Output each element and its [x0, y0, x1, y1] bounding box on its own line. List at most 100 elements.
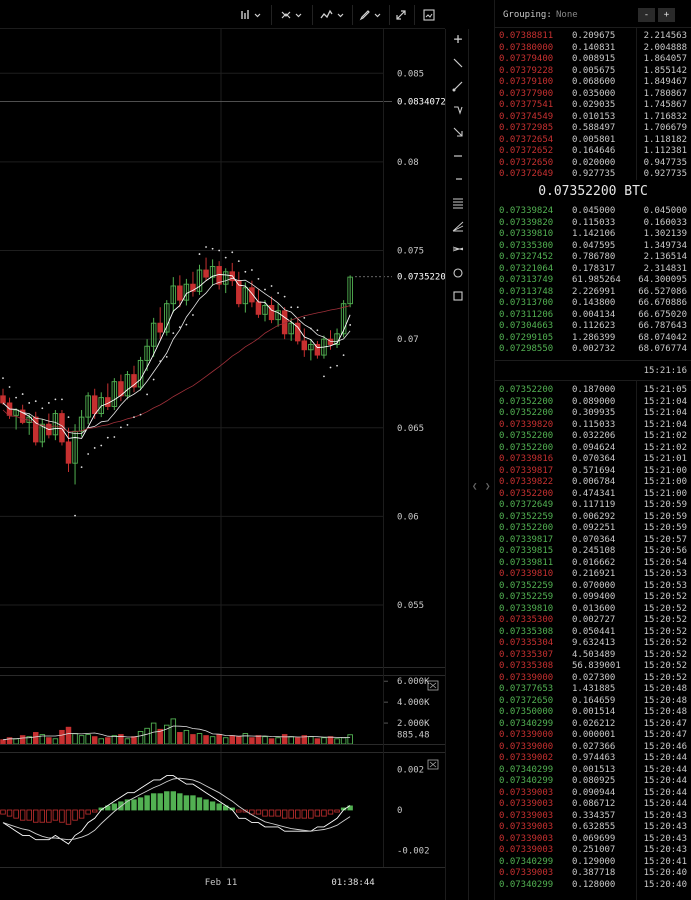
collapse-left-icon[interactable]: ❮ — [472, 482, 478, 492]
ask-row[interactable]: 0.07374549 0.010153 1.716832 — [495, 112, 691, 124]
bid-row[interactable]: 0.07313700 0.143800 66.670886 — [495, 298, 691, 310]
collapse-right-icon[interactable]: ❯ — [485, 482, 491, 492]
volume-close-icon[interactable] — [427, 680, 439, 691]
ray-tool[interactable] — [446, 76, 470, 96]
ask-row[interactable]: 0.07372654 0.005801 1.118182 — [495, 135, 691, 147]
trade-row[interactable]: 0.07335308 0.050441 15:20:52 — [495, 627, 691, 639]
hline-tool[interactable] — [446, 146, 470, 166]
grouping-decrease-button[interactable]: - — [638, 8, 655, 22]
trade-row[interactable]: 0.07340299 0.080925 15:20:44 — [495, 776, 691, 788]
screenshot-button[interactable] — [421, 5, 437, 25]
bid-row[interactable]: 0.07327452 0.786780 2.136514 — [495, 252, 691, 264]
grouping-value[interactable]: None — [556, 10, 578, 20]
trade-row[interactable]: 0.07372650 0.164659 15:20:48 — [495, 696, 691, 708]
circle-tool[interactable] — [446, 263, 470, 283]
trade-row[interactable]: 0.07339811 0.016662 15:20:54 — [495, 558, 691, 570]
fib-tool[interactable] — [446, 193, 470, 213]
bid-row[interactable]: 0.07339820 0.115033 0.160033 — [495, 218, 691, 230]
trade-row[interactable]: 0.07352259 0.006292 15:20:59 — [495, 512, 691, 524]
trade-row[interactable]: 0.07335300 0.002727 15:20:52 — [495, 615, 691, 627]
trade-row[interactable]: 0.07339003 0.387718 15:20:40 — [495, 868, 691, 880]
trade-row[interactable]: 0.07339817 0.070364 15:20:57 — [495, 535, 691, 547]
macd-histogram-bar — [268, 809, 275, 817]
grouping-increase-button[interactable]: + — [658, 8, 675, 22]
trade-row[interactable]: 0.07372649 0.117119 15:20:59 — [495, 500, 691, 512]
ask-row[interactable]: 0.07372649 0.927735 0.927735 — [495, 169, 691, 181]
ask-row[interactable]: 0.07379100 0.068600 1.849467 — [495, 77, 691, 89]
trade-row[interactable]: 0.07339820 0.115033 15:21:04 — [495, 420, 691, 432]
trade-row[interactable]: 0.07340299 0.026212 15:20:47 — [495, 719, 691, 731]
trade-row[interactable]: 0.07340299 0.129000 15:20:41 — [495, 857, 691, 869]
ask-row[interactable]: 0.07388811 0.209675 2.214563 — [495, 31, 691, 43]
ask-row[interactable]: 0.07372650 0.020000 0.947735 — [495, 158, 691, 170]
trade-row[interactable]: 0.07339822 0.006784 15:21:00 — [495, 477, 691, 489]
trade-row[interactable]: 0.07339816 0.070364 15:21:01 — [495, 454, 691, 466]
trade-row[interactable]: 0.07339003 0.069699 15:20:43 — [495, 834, 691, 846]
price-chart[interactable]: 0.085 0.08 0.075 0.07 0.065 0.06 0.055 0.083407… — [0, 29, 445, 900]
bid-row[interactable]: 0.07335300 0.047595 1.349734 — [495, 241, 691, 253]
ask-row[interactable]: 0.07372652 0.164646 1.112381 — [495, 146, 691, 158]
bid-row[interactable]: 0.07339824 0.045000 0.045000 — [495, 206, 691, 218]
trade-row[interactable]: 0.07339810 0.013600 15:20:52 — [495, 604, 691, 616]
bid-row[interactable]: 0.07313749 61.985264 64.300095 — [495, 275, 691, 287]
trade-row[interactable]: 0.07339810 0.216921 15:20:53 — [495, 569, 691, 581]
trade-row[interactable]: 0.07352259 0.070000 15:20:53 — [495, 581, 691, 593]
pitchfork-tool[interactable] — [446, 239, 470, 259]
bid-row[interactable]: 0.07313748 2.226991 66.527086 — [495, 287, 691, 299]
bid-row-price: 0.07313748 — [499, 286, 554, 297]
trade-row[interactable]: 0.07352200 0.309935 15:21:04 — [495, 408, 691, 420]
indicators-button[interactable] — [317, 5, 349, 25]
crosshair-button[interactable] — [277, 5, 307, 25]
trade-row[interactable]: 0.07335308 56.839001 15:20:52 — [495, 661, 691, 673]
trade-row[interactable]: 0.07377653 1.431885 15:20:48 — [495, 684, 691, 696]
trade-row[interactable]: 0.07340299 0.001513 15:20:44 — [495, 765, 691, 777]
bid-row[interactable]: 0.07304663 0.112623 66.787643 — [495, 321, 691, 333]
trade-row[interactable]: 0.07352200 0.474341 15:21:00 — [495, 489, 691, 501]
ask-row[interactable]: 0.07380000 0.140831 2.004888 — [495, 43, 691, 55]
trade-row[interactable]: 0.07352200 0.094624 15:21:02 — [495, 443, 691, 455]
ask-row[interactable]: 0.07372985 0.588497 1.706679 — [495, 123, 691, 135]
bid-row[interactable]: 0.07298550 0.002732 68.076774 — [495, 344, 691, 356]
trade-row[interactable]: 0.07335304 9.632413 15:20:52 — [495, 638, 691, 650]
trade-row[interactable]: 0.07352200 0.187000 15:21:05 — [495, 385, 691, 397]
trade-row[interactable]: 0.07339000 0.027300 15:20:52 — [495, 673, 691, 685]
bars-type-button[interactable] — [236, 5, 266, 25]
trade-row[interactable]: 0.07339000 0.000001 15:20:47 — [495, 730, 691, 742]
path-tool[interactable] — [446, 99, 470, 119]
trade-row[interactable]: 0.07339003 0.086712 15:20:44 — [495, 799, 691, 811]
crosshair-tool[interactable]: + — [446, 29, 470, 49]
macd-close-icon[interactable] — [427, 759, 439, 770]
trade-row[interactable]: 0.07352200 0.092251 15:20:59 — [495, 523, 691, 535]
bid-row[interactable]: 0.07311206 0.004134 66.675020 — [495, 310, 691, 322]
bid-row[interactable]: 0.07299105 1.286399 68.074042 — [495, 333, 691, 345]
ask-row[interactable]: 0.07377900 0.035000 1.780867 — [495, 89, 691, 101]
trade-row[interactable]: 0.07339002 0.974463 15:20:44 — [495, 753, 691, 765]
trade-row[interactable]: 0.07335307 4.503489 15:20:52 — [495, 650, 691, 662]
ask-row[interactable]: 0.07377541 0.029035 1.745867 — [495, 100, 691, 112]
trade-row[interactable]: 0.07350000 0.001514 15:20:48 — [495, 707, 691, 719]
bid-row[interactable]: 0.07339810 1.142106 1.302139 — [495, 229, 691, 241]
trade-row[interactable]: 0.07352259 0.099400 15:20:52 — [495, 592, 691, 604]
trade-row[interactable]: 0.07352200 0.089000 15:21:04 — [495, 397, 691, 409]
trendline-tool[interactable] — [446, 53, 470, 73]
trade-row[interactable]: 0.07339003 0.251007 15:20:43 — [495, 845, 691, 857]
trade-row[interactable]: 0.07352200 0.032206 15:21:02 — [495, 431, 691, 443]
ask-row-amount: 0.010153 — [572, 111, 616, 122]
trade-row[interactable]: 0.07339815 0.245108 15:20:56 — [495, 546, 691, 558]
expand-button[interactable] — [393, 5, 409, 25]
trade-row[interactable]: 0.07339003 0.090944 15:20:44 — [495, 788, 691, 800]
fan-tool[interactable] — [446, 216, 470, 236]
ask-row[interactable]: 0.07379228 0.005675 1.855142 — [495, 66, 691, 78]
trade-row[interactable]: 0.07339817 0.571694 15:21:00 — [495, 466, 691, 478]
drawing-button[interactable] — [356, 5, 386, 25]
arrow-tool[interactable] — [446, 122, 470, 142]
trade-row[interactable]: 0.07339003 0.334357 15:20:43 — [495, 811, 691, 823]
trade-row[interactable]: 0.07339003 0.632855 15:20:43 — [495, 822, 691, 834]
trade-row[interactable]: 0.07339000 0.027366 15:20:46 — [495, 742, 691, 754]
rectangle-tool[interactable] — [446, 286, 470, 306]
chart-area[interactable]: 0.085 0.08 0.075 0.07 0.065 0.06 0.055 0.083407… — [0, 0, 445, 900]
trade-row[interactable]: 0.07340299 0.128000 15:20:40 — [495, 880, 691, 892]
ask-row[interactable]: 0.07379400 0.008915 1.864057 — [495, 54, 691, 66]
hray-tool[interactable] — [446, 169, 470, 189]
bid-row[interactable]: 0.07321064 0.178317 2.314831 — [495, 264, 691, 276]
